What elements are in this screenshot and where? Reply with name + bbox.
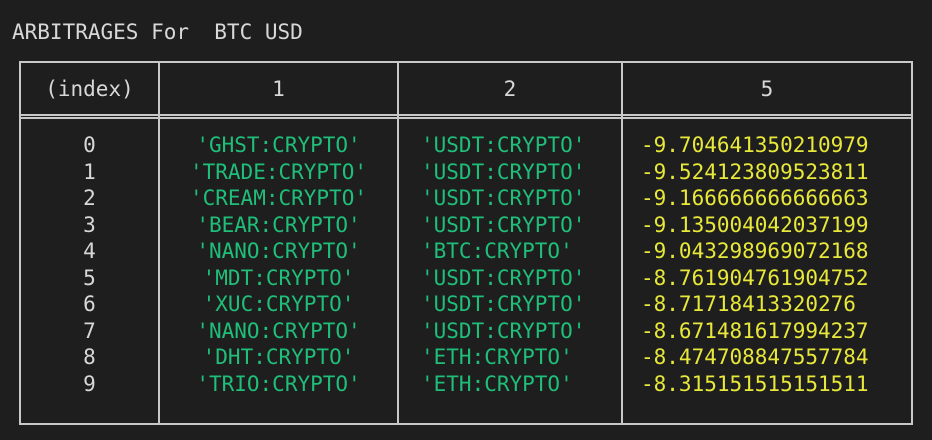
column-separator [158, 63, 160, 120]
symbol-1-cell: 'GHST:CRYPTO' [196, 133, 361, 157]
table-row: 3 'BEAR:CRYPTO' 'USDT:CRYPTO' -9.1350040420… [21, 212, 911, 239]
column-header-1: 1 [272, 76, 285, 101]
symbol-2-cell: 'USDT:CRYPTO' [421, 212, 586, 237]
table-row: 5 'MDT:CRYPTO' 'USDT:CRYPTO' -8.76190476190… [21, 265, 911, 292]
symbol-2-cell: 'ETH:CRYPTO' [421, 371, 573, 396]
arbitrage-value-cell: -8.315151515151511 [641, 371, 869, 396]
symbol-2-cell: 'BTC:CRYPTO' [421, 239, 573, 263]
arbitrage-value-cell: -9.043298969072168 [641, 239, 869, 263]
symbol-1-cell: 'TRIO:CRYPTO' [196, 371, 361, 396]
row-index: 6 [83, 292, 96, 316]
symbol-2-cell: 'USDT:CRYPTO' [421, 318, 586, 343]
column-separator [397, 63, 399, 120]
column-header-2: 2 [503, 76, 517, 101]
arbitrage-value-cell: -9.524123809523811 [641, 159, 869, 184]
table-row: 1 'TRADE:CRYPTO' 'USDT:CRYPTO' -9.524123809… [21, 159, 911, 186]
table-row: 0 'GHST:CRYPTO' 'USDT:CRYPTO' -9.7046413502… [21, 132, 911, 159]
row-index: 4 [83, 239, 96, 263]
symbol-2-cell: 'USDT:CRYPTO' [421, 133, 586, 157]
arbitrage-value-cell: -9.704641350210979 [641, 133, 869, 157]
column-header-index: (index) [45, 76, 134, 101]
row-index: 2 [83, 186, 96, 210]
symbol-1-cell: 'XUC:CRYPTO' [202, 292, 355, 316]
symbol-1-cell: 'NANO:CRYPTO' [196, 239, 361, 263]
symbol-2-cell: 'USDT:CRYPTO' [421, 292, 586, 316]
console-title: ARBITRAGES For BTC USD [12, 20, 303, 44]
column-header-5: 5 [760, 76, 774, 101]
arbitrage-value-cell: -8.671481617994237 [641, 318, 869, 343]
arbitrage-value-cell: -8.474708847557784 [641, 345, 869, 369]
row-index: 0 [83, 133, 96, 157]
symbol-1-cell: 'TRADE:CRYPTO' [189, 159, 367, 184]
column-separator [621, 63, 623, 120]
row-index: 9 [83, 371, 96, 396]
table-row: 7 'NANO:CRYPTO' 'USDT:CRYPTO' -8.6714816179… [21, 318, 911, 345]
symbol-1-cell: 'CREAM:CRYPTO' [189, 186, 367, 210]
column-separator [397, 120, 399, 423]
symbol-1-cell: 'DHT:CRYPTO' [202, 345, 355, 369]
arbitrage-value-cell: -9.135004042037199 [641, 212, 869, 237]
row-index: 7 [83, 318, 96, 343]
row-index: 5 [83, 265, 96, 290]
symbol-2-cell: 'USDT:CRYPTO' [421, 186, 586, 210]
arbitrage-value-cell: -9.166666666666663 [641, 186, 869, 210]
symbol-1-cell: 'BEAR:CRYPTO' [196, 212, 361, 237]
table-row: 8 'DHT:CRYPTO' 'ETH:CRYPTO' -8.474708847557… [21, 344, 911, 371]
arbitrage-value-cell: -8.761904761904752 [641, 265, 869, 290]
symbol-1-cell: 'NANO:CRYPTO' [196, 318, 361, 343]
row-index: 1 [83, 159, 96, 184]
symbol-2-cell: 'USDT:CRYPTO' [421, 159, 586, 184]
symbol-2-cell: 'ETH:CRYPTO' [421, 345, 573, 369]
table-row: 2 'CREAM:CRYPTO' 'USDT:CRYPTO' -9.166666666… [21, 185, 911, 212]
arbitrage-table: (index) 1 2 5 0 'GHST:CRYPTO' 'USDT:CRYPTO… [19, 61, 913, 425]
symbol-2-cell: 'USDT:CRYPTO' [421, 265, 586, 290]
symbol-1-cell: 'MDT:CRYPTO' [202, 265, 355, 290]
row-index: 8 [83, 345, 96, 369]
table-row: 9 'TRIO:CRYPTO' 'ETH:CRYPTO' -8.31515151515… [21, 371, 911, 398]
column-separator [621, 120, 623, 423]
row-index: 3 [83, 212, 96, 237]
column-separator [158, 120, 160, 423]
arbitrage-value-cell: -8.71718413320276 [641, 292, 856, 316]
table-row: 4 'NANO:CRYPTO' 'BTC:CRYPTO' -9.04329896907… [21, 238, 911, 265]
table-row: 6 'XUC:CRYPTO' 'USDT:CRYPTO' -8.71718413320… [21, 291, 911, 318]
